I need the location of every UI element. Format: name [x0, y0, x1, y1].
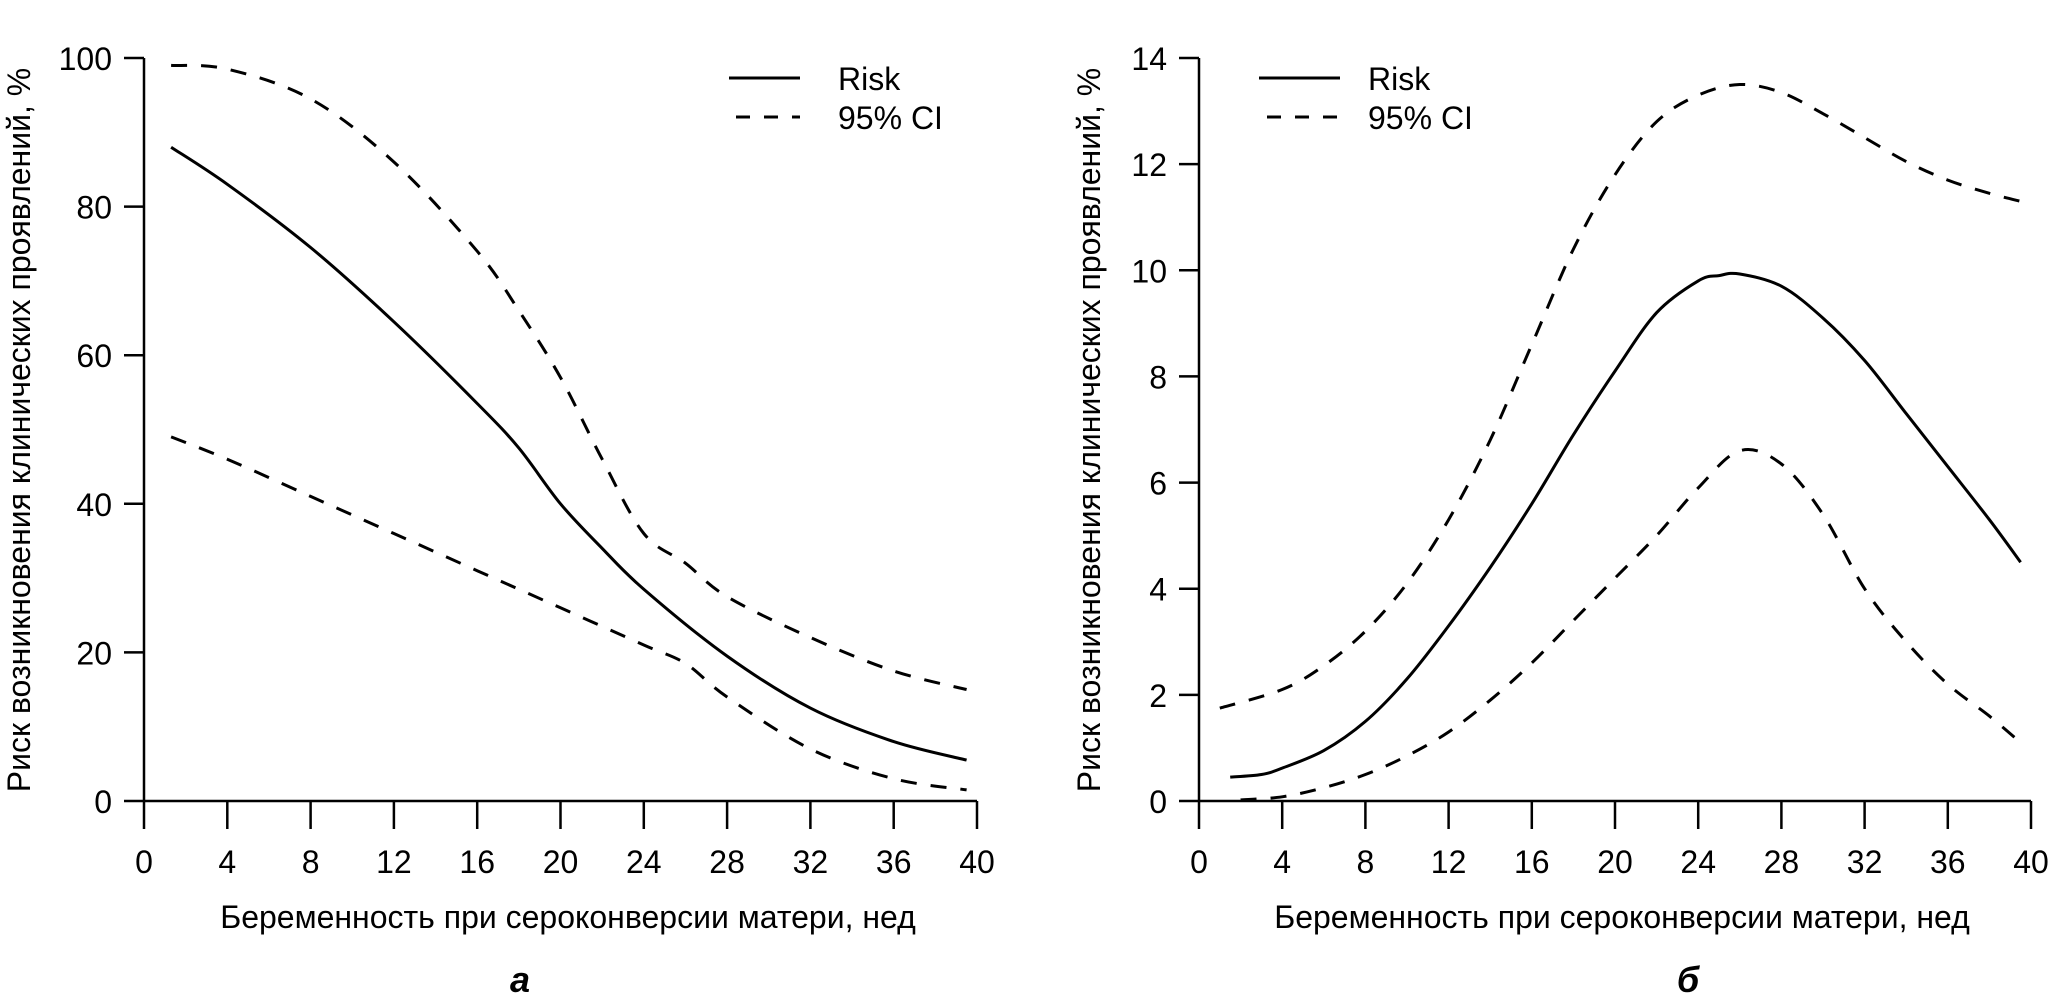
- y-tick-label: 0: [94, 784, 112, 820]
- x-tick-label: 40: [2013, 844, 2049, 880]
- panel-a-legend: Risk 95% CI: [729, 61, 943, 136]
- x-tick-label: 32: [793, 844, 829, 880]
- panel-a-lines: [170, 63, 967, 792]
- panel-b-legend: Risk 95% CI: [1259, 61, 1473, 136]
- y-tick-label: 2: [1149, 678, 1167, 714]
- x-tick-label: 0: [135, 844, 153, 880]
- x-tick-label: 36: [1930, 844, 1966, 880]
- panel-b-y-axis-title: Риск возникновения клинических проявлени…: [1071, 68, 1107, 792]
- panel-a-axes: 0 4 8 12 16 20 24 28 32 36 40 0 20 40 60 80 100: [59, 41, 995, 880]
- x-tick-label: 8: [1357, 844, 1375, 880]
- y-tick-label: 80: [76, 190, 112, 226]
- y-tick-label: 20: [76, 635, 112, 671]
- y-tick-label: 0: [1149, 784, 1167, 820]
- panel-a: 0 4 8 12 16 20 24 28 32 36 40 0 20 40 60 80 100 Беременн…: [1, 41, 995, 1000]
- y-tick-label: 40: [76, 487, 112, 523]
- x-tick-label: 24: [626, 844, 662, 880]
- x-tick-label: 36: [876, 844, 912, 880]
- x-tick-label: 16: [459, 844, 495, 880]
- x-tick-label: 32: [1847, 844, 1883, 880]
- panel-b-label: б: [1677, 959, 1701, 1000]
- x-tick-label: 4: [1273, 844, 1291, 880]
- x-tick-label: 12: [376, 844, 412, 880]
- x-tick-label: 12: [1431, 844, 1467, 880]
- y-tick-label: 4: [1149, 572, 1167, 608]
- x-tick-label: 20: [543, 844, 579, 880]
- y-tick-label: 60: [76, 338, 112, 374]
- x-tick-label: 4: [218, 844, 236, 880]
- x-tick-label: 40: [959, 844, 995, 880]
- x-tick-label: 28: [709, 844, 745, 880]
- y-tick-label: 100: [59, 41, 112, 77]
- panel-a-ci-lower-line: [170, 435, 967, 792]
- x-tick-label: 28: [1764, 844, 1800, 880]
- x-tick-label: 0: [1190, 844, 1208, 880]
- panel-a-legend-ci-label: 95% CI: [838, 100, 943, 136]
- x-tick-label: 8: [302, 844, 320, 880]
- panel-a-x-axis-title: Беременность при сероконверсии матери, н…: [220, 899, 916, 935]
- panel-a-risk-line: [170, 145, 967, 762]
- x-tick-label: 24: [1680, 844, 1716, 880]
- panel-b-x-axis-title: Беременность при сероконверсии матери, н…: [1274, 899, 1970, 935]
- y-tick-label: 14: [1131, 41, 1167, 77]
- y-tick-label: 10: [1131, 253, 1167, 289]
- panel-b-risk-line: [1230, 271, 2022, 779]
- panel-b-lines: [1219, 82, 2022, 802]
- y-tick-label: 12: [1131, 147, 1167, 183]
- x-tick-label: 16: [1514, 844, 1550, 880]
- y-tick-label: 8: [1149, 359, 1167, 395]
- panel-a-label: а: [510, 959, 530, 1000]
- panel-b-legend-ci-label: 95% CI: [1368, 100, 1473, 136]
- panel-a-y-axis-title: Риск возникновения клинических проявлени…: [1, 68, 37, 792]
- panel-b-ci-upper-line: [1219, 82, 2021, 710]
- panel-a-ci-upper-line: [171, 63, 967, 691]
- panel-b-ci-lower-line: [1240, 448, 2022, 802]
- panel-a-legend-risk-label: Risk: [838, 61, 901, 97]
- y-tick-label: 6: [1149, 466, 1167, 502]
- x-tick-label: 20: [1597, 844, 1633, 880]
- panel-b-legend-risk-label: Risk: [1368, 61, 1431, 97]
